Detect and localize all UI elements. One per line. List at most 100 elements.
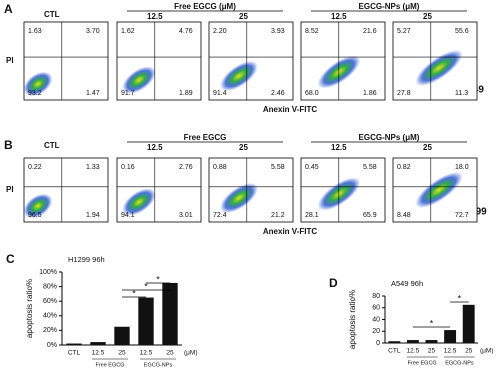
density (415, 171, 463, 209)
x-tick-label: 25 (166, 350, 174, 357)
y-tick-label: 0% (47, 342, 57, 349)
y-tick-label: 40% (43, 313, 57, 320)
bar (138, 297, 154, 345)
quadrant-value: 4.76 (179, 28, 193, 35)
quadrant-value: 27.8 (397, 90, 411, 97)
dose: 12.5 (147, 143, 163, 152)
header: EGCG-NPs (μM) (359, 133, 420, 142)
quadrant-value: 3.70 (86, 28, 100, 35)
x-label: Anexin V-FITC (263, 227, 317, 236)
dose: 12.5 (331, 12, 347, 21)
quadrant-value: 18.0 (455, 164, 469, 171)
header: Free EGCG (μM) (174, 2, 236, 11)
quadrant-value: 72.4 (213, 212, 227, 219)
bar (406, 340, 419, 343)
quadrant-value: 91.7 (121, 90, 135, 97)
quadrant-value: 0.16 (121, 164, 135, 171)
y-tick-label: 60 (372, 305, 380, 312)
group-label: Free EGCG (95, 362, 124, 368)
y-tick-label: 80 (372, 293, 380, 300)
x-tick-label: 12.5 (140, 350, 153, 357)
x-label: Anexin V-FITC (263, 105, 317, 114)
quadrant-value: 8.52 (305, 28, 319, 35)
quadrant-value: 0.82 (397, 164, 411, 171)
x-tick-label: 12.5 (444, 348, 457, 355)
quadrant-value: 8.48 (397, 212, 411, 219)
density (23, 71, 53, 97)
quadrant-value: 3.01 (179, 212, 193, 219)
y-label: apoptosis ratio% (25, 279, 34, 338)
sig-star: * (430, 318, 434, 328)
quadrant-value: 5.58 (271, 164, 285, 171)
y-tick-label: 60% (43, 298, 57, 305)
quadrant-value: 65.9 (363, 212, 377, 219)
x-tick-label: CTL (388, 348, 401, 355)
panel-label: C (6, 252, 15, 266)
y-label: PI (6, 56, 14, 65)
quadrant-value: 72.7 (455, 212, 469, 219)
quadrant-value: 94.1 (121, 212, 135, 219)
chart-title: H1299 96h (68, 255, 105, 264)
y-label: apoptosis ratio% (348, 290, 357, 349)
quadrant-value: 1.33 (86, 164, 100, 171)
panel-label: B (4, 138, 13, 152)
sig-star: * (144, 281, 148, 291)
bar (462, 304, 475, 343)
chart-title: A549 96h (391, 279, 423, 288)
x-tick-label: 25 (118, 350, 126, 357)
quadrant-value: 1.94 (86, 212, 100, 219)
header: CTL (44, 141, 60, 150)
bar (162, 282, 178, 345)
quadrant-value: 2.20 (213, 28, 227, 35)
dose: 12.5 (331, 143, 347, 152)
quadrant-value: 1.63 (28, 28, 42, 35)
panel-label: D (329, 276, 338, 290)
bar (388, 341, 401, 343)
quadrant-value: 1.86 (363, 90, 377, 97)
group-label: EGCG-NPs (445, 360, 474, 366)
dose: 25 (423, 12, 432, 21)
header: CTL (44, 10, 60, 19)
bar (425, 340, 438, 343)
dose: 25 (423, 143, 432, 152)
bar (444, 330, 457, 343)
unit: (μM) (184, 350, 198, 357)
quadrant-value: 3.93 (271, 28, 285, 35)
quadrant-value: 2.76 (179, 164, 193, 171)
quadrant-value: 5.58 (363, 164, 377, 171)
quadrant-value: 1.62 (121, 28, 135, 35)
quadrant-value: 0.88 (213, 164, 227, 171)
sig-star: * (458, 293, 462, 303)
header: Free EGCG (184, 133, 227, 142)
density (220, 60, 258, 92)
bar (90, 342, 106, 345)
quadrant-value: 2.46 (271, 90, 285, 97)
quadrant-value: 0.45 (305, 164, 319, 171)
y-label: PI (6, 185, 14, 194)
bar (66, 343, 82, 345)
dose: 12.5 (147, 12, 163, 21)
quadrant-value: 11.3 (455, 90, 468, 97)
y-tick-label: 40 (372, 316, 380, 323)
x-tick-label: 12.5 (407, 348, 420, 355)
quadrant-value: 1.47 (86, 90, 100, 97)
group-label: EGCG-NPs (144, 362, 173, 368)
density (122, 66, 156, 94)
y-tick-label: 100% (39, 269, 57, 276)
y-tick-label: 20% (43, 327, 57, 334)
header: EGCG-NPs (μM) (359, 2, 420, 11)
quadrant-value: 96.5 (28, 212, 42, 219)
quadrant-value: 68.0 (305, 90, 319, 97)
density (23, 193, 53, 219)
y-tick-label: 0 (376, 340, 380, 347)
density (220, 182, 258, 214)
density (415, 49, 463, 87)
quadrant-value: 21.6 (363, 28, 377, 35)
bar (114, 326, 130, 345)
quadrant-value: 91.4 (213, 90, 227, 97)
x-tick-label: 25 (428, 348, 436, 355)
y-tick-label: 80% (43, 283, 57, 290)
density (122, 188, 156, 216)
quadrant-value: 55.6 (455, 28, 469, 35)
